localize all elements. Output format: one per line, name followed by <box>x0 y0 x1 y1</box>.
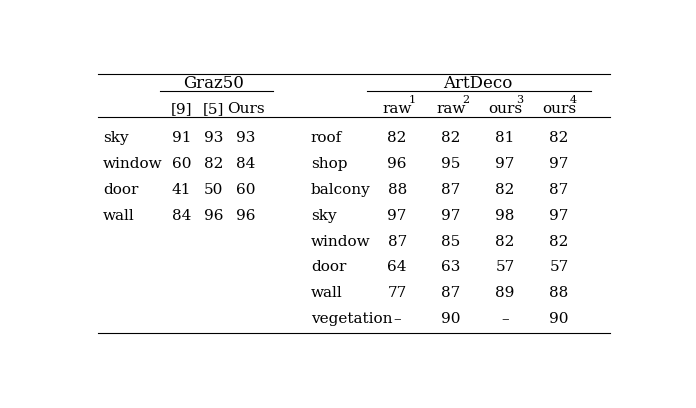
Text: 2: 2 <box>462 95 469 106</box>
Text: 88: 88 <box>388 183 406 197</box>
Text: 81: 81 <box>496 131 515 146</box>
Text: 97: 97 <box>549 209 569 223</box>
Text: door: door <box>103 183 139 197</box>
Text: 82: 82 <box>388 131 407 146</box>
Text: 82: 82 <box>441 131 461 146</box>
Text: 97: 97 <box>549 157 569 171</box>
Text: 87: 87 <box>388 235 406 248</box>
Text: 57: 57 <box>496 260 514 274</box>
Text: ours: ours <box>542 102 576 115</box>
Text: 93: 93 <box>204 131 223 146</box>
Text: 57: 57 <box>549 260 569 274</box>
Text: 97: 97 <box>388 209 407 223</box>
Text: 4: 4 <box>570 95 577 106</box>
Text: raw: raw <box>436 102 466 115</box>
Text: 63: 63 <box>441 260 461 274</box>
Text: 96: 96 <box>237 209 256 223</box>
Text: 90: 90 <box>441 312 461 326</box>
Text: 41: 41 <box>172 183 191 197</box>
Text: 87: 87 <box>549 183 569 197</box>
Text: 64: 64 <box>388 260 407 274</box>
Text: 91: 91 <box>172 131 191 146</box>
Text: ours: ours <box>488 102 522 115</box>
Text: 93: 93 <box>237 131 256 146</box>
Text: 82: 82 <box>496 235 515 248</box>
Text: 1: 1 <box>408 95 416 106</box>
Text: [5]: [5] <box>203 102 224 115</box>
Text: 82: 82 <box>549 131 569 146</box>
Text: 82: 82 <box>204 157 223 171</box>
Text: 87: 87 <box>441 286 461 300</box>
Text: 96: 96 <box>204 209 223 223</box>
Text: balcony: balcony <box>311 183 370 197</box>
Text: roof: roof <box>311 131 342 146</box>
Text: window: window <box>311 235 370 248</box>
Text: 82: 82 <box>549 235 569 248</box>
Text: Ours: Ours <box>228 102 265 115</box>
Text: 84: 84 <box>172 209 191 223</box>
Text: window: window <box>103 157 163 171</box>
Text: 60: 60 <box>172 157 191 171</box>
Text: 77: 77 <box>388 286 406 300</box>
Text: raw: raw <box>383 102 412 115</box>
Text: wall: wall <box>103 209 135 223</box>
Text: 98: 98 <box>496 209 515 223</box>
Text: 84: 84 <box>237 157 256 171</box>
Text: 87: 87 <box>441 183 461 197</box>
Text: 96: 96 <box>388 157 407 171</box>
Text: 95: 95 <box>441 157 461 171</box>
Text: 82: 82 <box>496 183 515 197</box>
Text: –: – <box>501 312 509 326</box>
Text: 88: 88 <box>549 286 569 300</box>
Text: sky: sky <box>311 209 336 223</box>
Text: wall: wall <box>311 286 342 300</box>
Text: [9]: [9] <box>171 102 192 115</box>
Text: –: – <box>393 312 401 326</box>
Text: 97: 97 <box>496 157 515 171</box>
Text: door: door <box>311 260 346 274</box>
Text: 60: 60 <box>237 183 256 197</box>
Text: vegetation: vegetation <box>311 312 393 326</box>
Text: 50: 50 <box>204 183 223 197</box>
Text: 90: 90 <box>549 312 569 326</box>
Text: sky: sky <box>103 131 129 146</box>
Text: shop: shop <box>311 157 347 171</box>
Text: ArtDeco: ArtDeco <box>443 75 513 92</box>
Text: 85: 85 <box>441 235 461 248</box>
Text: Graz50: Graz50 <box>183 75 244 92</box>
Text: 97: 97 <box>441 209 461 223</box>
Text: 3: 3 <box>516 95 523 106</box>
Text: 89: 89 <box>496 286 515 300</box>
